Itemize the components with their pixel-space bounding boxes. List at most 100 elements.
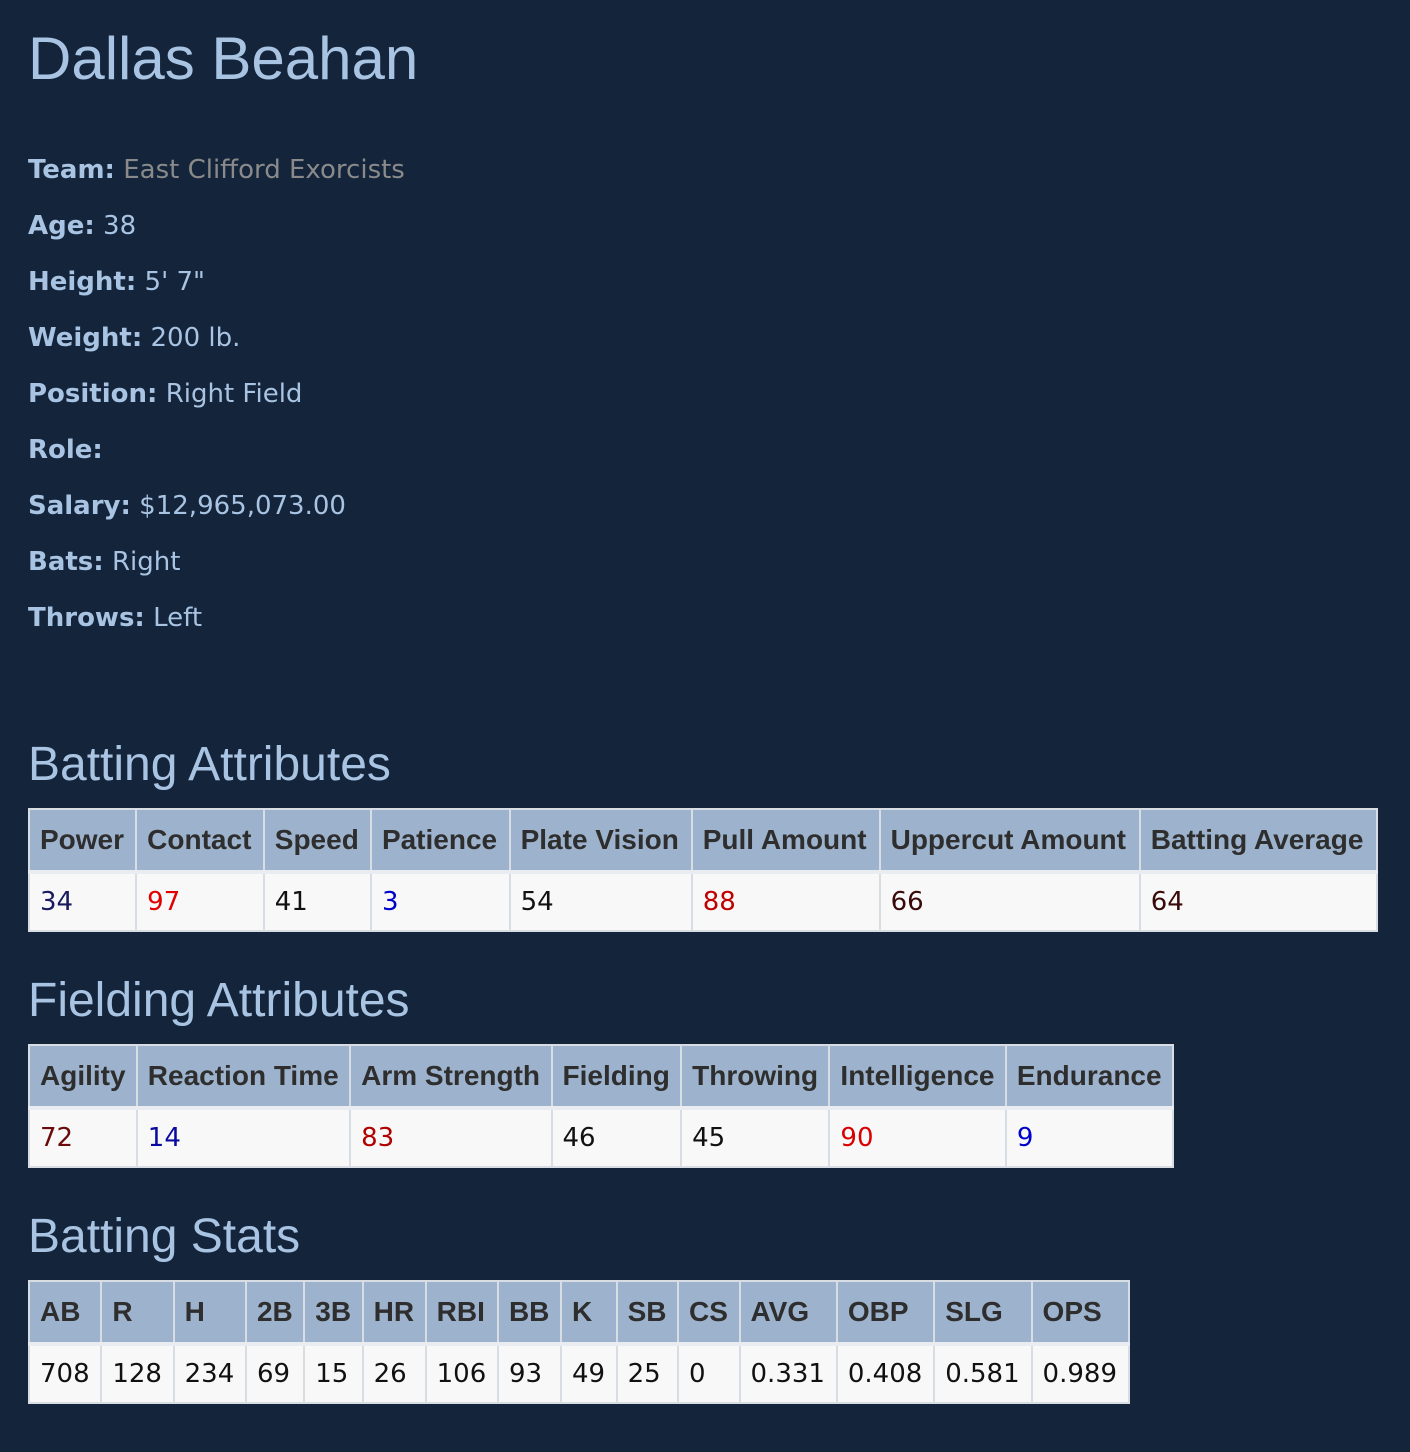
info-height: Height: 5' 7" xyxy=(28,262,828,318)
info-salary: Salary: $12,965,073.00 xyxy=(28,486,828,542)
info-throws: Throws: Left xyxy=(28,598,828,654)
column-header: CS xyxy=(677,1280,741,1346)
info-role: Role: xyxy=(28,430,828,486)
column-header: Uppercut Amount xyxy=(878,808,1141,874)
column-header: OBP xyxy=(835,1280,936,1346)
stat-cell: 93 xyxy=(496,1343,562,1404)
info-position: Position: Right Field xyxy=(28,374,828,430)
stat-cell: 106 xyxy=(424,1343,499,1404)
column-header: AB xyxy=(27,1280,103,1346)
attr-cell: 34 xyxy=(27,871,138,932)
stat-cell: 26 xyxy=(361,1343,427,1404)
stat-cell: 0.989 xyxy=(1030,1343,1131,1404)
attr-cell: 83 xyxy=(349,1107,553,1168)
table-header-row: Power Contact Speed Patience Plate Visio… xyxy=(27,808,1379,874)
table-header-row: AB R H 2B 3B HR RBI BB K SB CS AVG OBP S… xyxy=(27,1280,1131,1346)
column-header: Intelligence xyxy=(828,1044,1007,1110)
column-header: SB xyxy=(615,1280,680,1346)
column-header: 2B xyxy=(244,1280,306,1346)
stat-cell: 0.331 xyxy=(738,1343,838,1404)
column-header: Power xyxy=(27,808,138,874)
column-header: HR xyxy=(361,1280,427,1346)
batting-attributes-heading: Batting Attributes xyxy=(28,738,391,791)
stat-cell: 234 xyxy=(172,1343,247,1404)
info-label: Salary: xyxy=(28,491,131,521)
info-label: Weight: xyxy=(28,323,143,353)
info-value: 5' 7" xyxy=(144,267,205,297)
batting-stats-heading: Batting Stats xyxy=(28,1210,301,1263)
attr-cell: 90 xyxy=(828,1107,1007,1168)
stat-cell: 69 xyxy=(244,1343,306,1404)
table-row: 708 128 234 69 15 26 106 93 49 25 0 0.33… xyxy=(27,1343,1131,1404)
table-row: 72 14 83 46 45 90 9 xyxy=(28,1107,1175,1168)
column-header: Fielding xyxy=(550,1044,683,1110)
fielding-attributes-table: Agility Reaction Time Arm Strength Field… xyxy=(28,1044,1175,1168)
info-label: Age: xyxy=(28,211,95,241)
column-header: BB xyxy=(496,1280,562,1346)
attr-cell: 45 xyxy=(680,1107,831,1168)
info-label: Throws: xyxy=(28,603,145,633)
column-header: OPS xyxy=(1030,1280,1131,1346)
attr-cell: 64 xyxy=(1138,871,1379,932)
info-value: Right Field xyxy=(165,379,303,409)
column-header: Pull Amount xyxy=(690,808,881,874)
player-info: Team: East Clifford Exorcists Age: 38 He… xyxy=(28,150,828,654)
column-header: SLG xyxy=(933,1280,1033,1346)
info-value: Left xyxy=(153,603,203,633)
info-label: Position: xyxy=(28,379,158,409)
stat-cell: 0.408 xyxy=(835,1343,936,1404)
column-header: Endurance xyxy=(1004,1044,1175,1110)
batting-stats-table: AB R H 2B 3B HR RBI BB K SB CS AVG OBP S… xyxy=(27,1280,1131,1404)
attr-cell: 54 xyxy=(508,871,693,932)
team-link[interactable]: East Clifford Exorcists xyxy=(123,155,405,185)
stat-cell: 128 xyxy=(100,1343,175,1404)
column-header: Throwing xyxy=(680,1044,831,1110)
info-team: Team: East Clifford Exorcists xyxy=(28,150,828,206)
attr-cell: 66 xyxy=(878,871,1141,932)
stat-cell: 25 xyxy=(615,1343,680,1404)
info-value: Right xyxy=(111,547,181,577)
info-value: $12,965,073.00 xyxy=(139,491,346,521)
info-value: 38 xyxy=(103,211,137,241)
attr-cell: 41 xyxy=(262,871,372,932)
stat-cell: 49 xyxy=(559,1343,618,1404)
column-header: Speed xyxy=(262,808,372,874)
stat-cell: 0 xyxy=(677,1343,741,1404)
attr-cell: 46 xyxy=(550,1107,683,1168)
info-label: Height: xyxy=(28,267,137,297)
info-label: Team: xyxy=(28,155,115,185)
stat-cell: 0.581 xyxy=(933,1343,1033,1404)
attr-cell: 14 xyxy=(135,1107,352,1168)
column-header: K xyxy=(559,1280,618,1346)
attr-cell: 88 xyxy=(690,871,881,932)
stat-cell: 15 xyxy=(303,1343,364,1404)
column-header: H xyxy=(172,1280,247,1346)
column-header: RBI xyxy=(424,1280,499,1346)
fielding-attributes-heading: Fielding Attributes xyxy=(28,974,410,1027)
column-header: Arm Strength xyxy=(349,1044,553,1110)
column-header: 3B xyxy=(303,1280,364,1346)
info-label: Bats: xyxy=(28,547,104,577)
info-weight: Weight: 200 lb. xyxy=(28,318,828,374)
column-header: Patience xyxy=(369,808,511,874)
attr-cell: 3 xyxy=(369,871,511,932)
info-age: Age: 38 xyxy=(28,206,828,262)
info-label: Role: xyxy=(28,435,103,465)
column-header: Reaction Time xyxy=(135,1044,352,1110)
attr-cell: 72 xyxy=(28,1107,138,1168)
info-bats: Bats: Right xyxy=(28,542,828,598)
column-header: AVG xyxy=(738,1280,838,1346)
info-value: 200 lb. xyxy=(150,323,241,353)
attr-cell: 9 xyxy=(1004,1107,1175,1168)
column-header: Plate Vision xyxy=(508,808,693,874)
batting-attributes-table: Power Contact Speed Patience Plate Visio… xyxy=(27,808,1379,932)
column-header: Agility xyxy=(28,1044,138,1110)
column-header: R xyxy=(100,1280,175,1346)
stat-cell: 708 xyxy=(27,1343,103,1404)
table-row: 34 97 41 3 54 88 66 64 xyxy=(27,871,1379,932)
player-name: Dallas Beahan xyxy=(28,25,419,92)
column-header: Batting Average xyxy=(1138,808,1379,874)
column-header: Contact xyxy=(135,808,265,874)
table-header-row: Agility Reaction Time Arm Strength Field… xyxy=(28,1044,1175,1110)
attr-cell: 97 xyxy=(135,871,265,932)
